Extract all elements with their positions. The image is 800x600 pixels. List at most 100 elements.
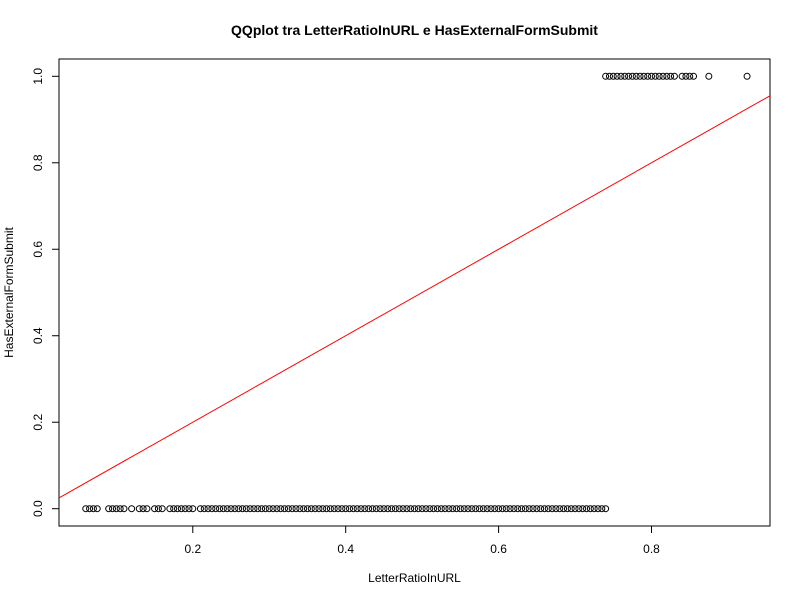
chart-title: QQplot tra LetterRatioInURL e HasExterna…: [231, 22, 598, 38]
data-point: [372, 505, 380, 513]
data-point: [395, 505, 403, 513]
data-point: [437, 505, 445, 513]
data-point: [475, 505, 483, 513]
data-point: [284, 505, 292, 513]
data-point: [433, 505, 441, 513]
data-point: [594, 505, 602, 513]
data-point: [690, 72, 698, 80]
data-point: [292, 505, 300, 513]
data-point: [414, 505, 422, 513]
x-tick-label: 0.4: [337, 542, 354, 556]
data-point: [231, 505, 239, 513]
data-point: [82, 505, 90, 513]
data-point: [116, 505, 124, 513]
data-point: [326, 505, 334, 513]
data-point: [430, 505, 438, 513]
data-point: [613, 72, 621, 80]
y-tick-label: 0.8: [31, 154, 45, 171]
data-point: [667, 72, 675, 80]
data-point: [705, 72, 713, 80]
data-point: [303, 505, 311, 513]
data-point: [223, 505, 231, 513]
data-point: [579, 505, 587, 513]
data-point: [261, 505, 269, 513]
data-point: [89, 505, 97, 513]
data-point: [537, 505, 545, 513]
data-point: [216, 505, 224, 513]
data-point: [456, 505, 464, 513]
data-point: [204, 505, 212, 513]
data-point: [422, 505, 430, 513]
x-tick-label: 0.2: [184, 542, 201, 556]
data-point: [602, 72, 610, 80]
data-point: [598, 505, 606, 513]
data-point: [212, 505, 220, 513]
data-point: [411, 505, 418, 513]
data-point: [319, 505, 327, 513]
data-point: [628, 72, 636, 80]
data-point: [636, 72, 644, 80]
data-point: [399, 505, 407, 513]
data-point: [487, 505, 495, 513]
data-point: [621, 72, 629, 80]
y-tick-label: 0.6: [31, 241, 45, 258]
data-point: [445, 505, 453, 513]
data-point: [105, 505, 113, 513]
data-point: [632, 72, 640, 80]
data-point: [449, 505, 457, 513]
data-point: [743, 72, 751, 80]
data-point: [315, 505, 323, 513]
data-point: [189, 505, 197, 513]
data-point: [342, 505, 350, 513]
reference-line-group: [58, 95, 771, 499]
data-point: [625, 72, 633, 80]
data-point: [154, 505, 162, 513]
data-point: [560, 505, 568, 513]
y-tick-label: 0.0: [31, 500, 45, 517]
data-point: [502, 505, 510, 513]
data-point: [571, 505, 579, 513]
y-tick-label: 1.0: [31, 68, 45, 85]
data-point: [525, 505, 533, 513]
data-point: [548, 505, 556, 513]
data-point: [361, 505, 369, 513]
data-point: [181, 505, 189, 513]
data-point: [418, 505, 426, 513]
data-point: [514, 505, 522, 513]
plot-frame: [58, 58, 771, 527]
data-point: [265, 505, 273, 513]
data-point: [682, 72, 690, 80]
data-point: [663, 72, 671, 80]
data-point: [426, 505, 434, 513]
data-point: [651, 72, 659, 80]
data-point: [112, 505, 120, 513]
data-point: [296, 505, 304, 513]
data-point: [586, 505, 594, 513]
data-point: [563, 505, 571, 513]
data-point: [242, 505, 250, 513]
data-point: [510, 505, 518, 513]
data-point: [323, 505, 331, 513]
data-point: [235, 505, 243, 513]
data-point: [468, 505, 476, 513]
data-point: [281, 505, 289, 513]
data-point: [479, 505, 487, 513]
data-point: [441, 505, 449, 513]
data-point: [495, 505, 503, 513]
data-point: [177, 505, 185, 513]
data-point: [219, 505, 227, 513]
data-point: [365, 505, 373, 513]
data-point: [208, 505, 216, 513]
data-point: [491, 505, 499, 513]
y-tick-label: 0.2: [31, 414, 45, 431]
data-point: [238, 505, 246, 513]
data-point: [472, 505, 480, 513]
data-point: [376, 505, 384, 513]
data-point: [384, 505, 392, 513]
data-point: [143, 505, 151, 513]
y-axis-label: HasExternalFormSubmit: [2, 226, 16, 357]
data-point: [254, 505, 262, 513]
x-axis-label: LetterRatioInURL: [368, 571, 461, 585]
